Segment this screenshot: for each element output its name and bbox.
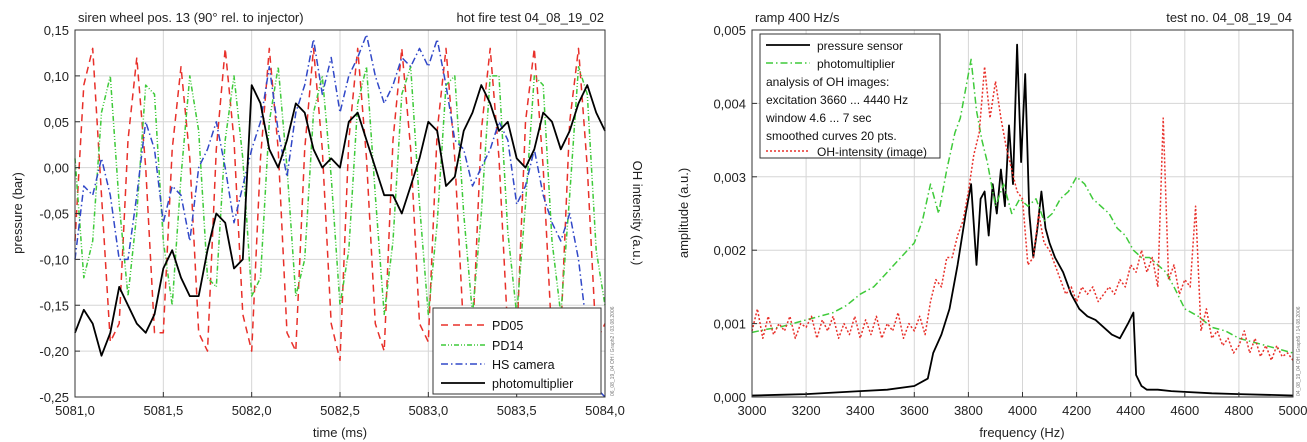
chart-right-stamp: 04_08_19_04 OH / Graph5 / 14.08.2006 — [1296, 306, 1302, 396]
chart-left-ylabel: pressure (bar) — [10, 172, 25, 254]
chart-right-legend: pressure sensor photomultiplier analysis… — [759, 33, 941, 159]
legend-label-photomultiplier: photomultiplier — [492, 377, 573, 391]
chart-right-ticks: 3000 3200 3400 3600 3800 4000 4200 4400 4600 4800… — [713, 23, 1307, 418]
chart-right-legend-box — [759, 33, 941, 159]
x-tick-label: 5083,5 — [497, 403, 537, 418]
y-tick-label: 0,004 — [713, 96, 746, 111]
y-tick-label: 0,001 — [713, 317, 746, 332]
chart-left-ylabel-right: OH intensity (a.u.) — [630, 161, 645, 266]
x-tick-label: 3600 — [900, 403, 929, 418]
y-tick-label: 0,00 — [44, 161, 69, 176]
legend-label-pd05: PD05 — [492, 319, 523, 333]
series-line-pressure-sensor — [751, 43, 1294, 397]
legend-label-pressure-sensor: pressure sensor — [817, 39, 903, 53]
chart-right: ramp 400 Hz/s test no. 04_08_19_04 3000 3… — [676, 10, 1307, 440]
x-tick-label: 5081,0 — [55, 403, 95, 418]
y-tick-label: -0,25 — [39, 390, 69, 405]
chart-left-ticks: 5081,0 5081,5 5082,0 5082,5 5083,0 5083,5 5084… — [39, 23, 625, 418]
x-tick-label: 5081,5 — [143, 403, 183, 418]
x-tick-label: 5084,0 — [585, 403, 625, 418]
x-tick-label: 5082,0 — [232, 403, 272, 418]
chart-left-stamp: 06_08_19_04 OH / Graph2 / 03.08.2006 — [610, 306, 616, 396]
y-tick-label: 0,10 — [44, 69, 69, 84]
x-tick-label: 5082,5 — [320, 403, 360, 418]
y-tick-label: 0,005 — [713, 23, 746, 38]
x-tick-label: 3400 — [846, 403, 875, 418]
x-tick-label: 5000 — [1279, 403, 1307, 418]
chart-right-xlabel: frequency (Hz) — [979, 425, 1064, 440]
annotation-line-3: window 4.6 ... 7 sec — [765, 111, 871, 125]
chart-left-legend-box — [432, 307, 602, 395]
chart-left-grid — [75, 30, 605, 397]
x-tick-label: 3200 — [792, 403, 821, 418]
y-tick-label: 0,05 — [44, 115, 69, 130]
legend-label-pd14: PD14 — [492, 339, 523, 353]
series-line-photomultiplier — [751, 58, 1294, 354]
x-tick-label: 3800 — [954, 403, 983, 418]
chart-left: siren wheel pos. 13 (90° rel. to injecto… — [10, 10, 645, 440]
y-tick-label: 0,002 — [713, 243, 746, 258]
x-tick-label: 4400 — [1116, 403, 1145, 418]
y-tick-label: -0,15 — [39, 298, 69, 313]
y-tick-label: 0,003 — [713, 170, 746, 185]
chart-right-title-right: test no. 04_08_19_04 — [1166, 10, 1292, 25]
x-tick-label: 4800 — [1224, 403, 1253, 418]
annotation-line-1: analysis of OH images: — [766, 75, 889, 89]
series-line-photomultiplier — [74, 84, 606, 357]
x-tick-label: 4200 — [1062, 403, 1091, 418]
legend-label-hs-camera: HS camera — [492, 358, 555, 372]
x-tick-label: 4600 — [1170, 403, 1199, 418]
y-tick-label: -0,05 — [39, 207, 69, 222]
y-tick-label: -0,10 — [39, 252, 69, 267]
annotation-line-4: smoothed curves 20 pts. — [766, 129, 897, 143]
y-tick-label: 0,15 — [44, 23, 69, 38]
series-line-oh-intensity-image — [751, 65, 1294, 362]
x-tick-label: 4000 — [1008, 403, 1037, 418]
legend-label-oh-intensity: OH-intensity (image) — [817, 145, 927, 159]
y-tick-label: -0,20 — [39, 344, 69, 359]
x-tick-label: 5083,0 — [408, 403, 448, 418]
annotation-line-2: excitation 3660 ... 4440 Hz — [766, 93, 908, 107]
x-tick-label: 3000 — [738, 403, 767, 418]
chart-right-title-left: ramp 400 Hz/s — [755, 10, 840, 25]
y-tick-label: 0,000 — [713, 390, 746, 405]
chart-right-ylabel: amplitude (a.u.) — [676, 168, 691, 258]
chart-left-title-right: hot fire test 04_08_19_02 — [457, 10, 604, 25]
chart-left-legend: PD05 PD14 HS camera photomultiplier — [432, 307, 602, 395]
chart-left-title-left: siren wheel pos. 13 (90° rel. to injecto… — [78, 10, 304, 25]
chart-left-xlabel: time (ms) — [313, 425, 367, 440]
chart-right-series — [751, 43, 1294, 397]
legend-label-photomultiplier-right: photomultiplier — [817, 57, 895, 71]
